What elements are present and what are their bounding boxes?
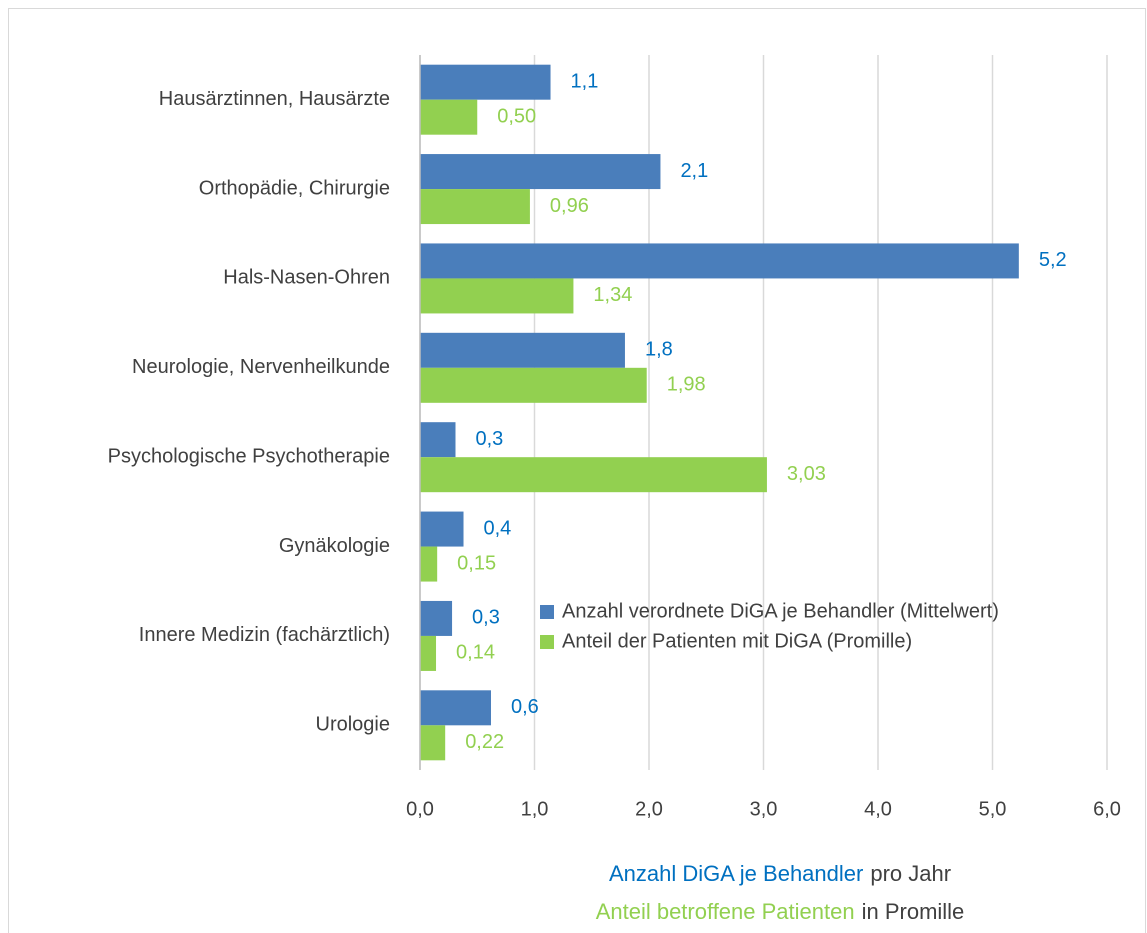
x-axis-label: Anzahl DiGA je Behandler pro Jahr xyxy=(609,861,951,886)
legend-swatch xyxy=(540,605,554,619)
legend-swatch xyxy=(540,635,554,649)
bar xyxy=(420,154,661,190)
value-label: 0,3 xyxy=(475,428,503,450)
x-axis-label: Anteil betroffene Patienten in Promille xyxy=(596,899,965,924)
x-axis-label-part: Anteil betroffene Patienten xyxy=(596,899,855,924)
bar xyxy=(420,243,1019,279)
bar xyxy=(420,64,551,100)
value-label: 0,15 xyxy=(457,552,496,574)
x-tick-label: 6,0 xyxy=(1093,798,1121,820)
x-axis-label-part: Anzahl DiGA je Behandler xyxy=(609,861,863,886)
bar xyxy=(420,457,767,493)
chart-border xyxy=(8,8,1146,933)
legend-label: Anteil der Patienten mit DiGA (Promille) xyxy=(562,630,912,652)
bar xyxy=(420,725,446,761)
bar xyxy=(420,332,625,368)
y-tick-label: Hals-Nasen-Ohren xyxy=(223,267,390,289)
x-axis-label-part: pro Jahr xyxy=(870,861,951,886)
y-tick-label: Innere Medizin (fachärztlich) xyxy=(139,624,390,646)
bar xyxy=(420,189,530,225)
y-tick-label: Orthopädie, Chirurgie xyxy=(199,177,390,199)
bar xyxy=(420,422,456,458)
value-label: 3,03 xyxy=(787,463,826,485)
x-tick-label: 0,0 xyxy=(406,798,434,820)
value-label: 0,96 xyxy=(550,195,589,217)
bar xyxy=(420,546,438,582)
value-label: 0,14 xyxy=(456,642,495,664)
value-label: 1,1 xyxy=(571,70,599,92)
legend-label: Anzahl verordnete DiGA je Behandler (Mit… xyxy=(562,600,999,622)
x-tick-label: 2,0 xyxy=(635,798,663,820)
x-tick-label: 3,0 xyxy=(750,798,778,820)
bar xyxy=(420,278,574,314)
x-axis-label-part: in Promille xyxy=(862,899,965,924)
value-label: 1,98 xyxy=(667,374,706,396)
bar xyxy=(420,511,464,547)
x-tick-label: 5,0 xyxy=(979,798,1007,820)
y-tick-label: Neurologie, Nervenheilkunde xyxy=(132,356,390,378)
y-tick-label: Urologie xyxy=(316,714,390,736)
value-label: 0,3 xyxy=(472,607,500,629)
value-label: 0,50 xyxy=(497,105,536,127)
x-tick-label: 1,0 xyxy=(521,798,549,820)
value-label: 1,34 xyxy=(593,284,632,306)
value-label: 0,6 xyxy=(511,696,539,718)
x-tick-label: 4,0 xyxy=(864,798,892,820)
y-tick-label: Hausärztinnen, Hausärzte xyxy=(159,88,390,110)
value-label: 2,1 xyxy=(680,160,708,182)
bar xyxy=(420,600,453,636)
value-label: 5,2 xyxy=(1039,249,1067,271)
bar xyxy=(420,690,491,726)
y-tick-label: Gynäkologie xyxy=(279,535,390,557)
value-label: 1,8 xyxy=(645,339,673,361)
value-label: 0,4 xyxy=(484,517,512,539)
value-label: 0,22 xyxy=(465,731,504,753)
bar xyxy=(420,99,478,135)
bar xyxy=(420,367,647,403)
bar xyxy=(420,635,437,671)
y-tick-label: Psychologische Psychotherapie xyxy=(108,445,390,467)
